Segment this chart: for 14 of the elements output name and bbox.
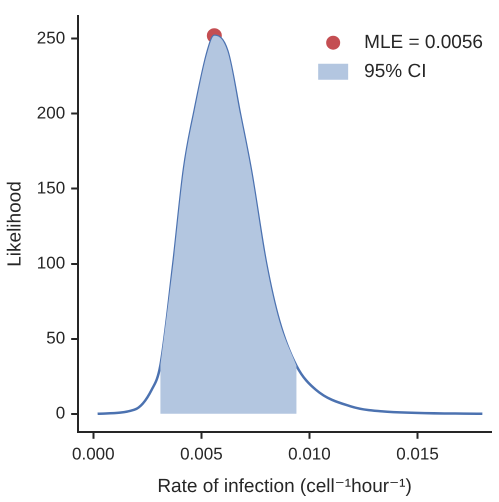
y-tick-label: 0 (56, 403, 66, 422)
legend-label: 95% CI (364, 60, 426, 82)
y-tick-label: 200 (36, 103, 66, 122)
x-axis-title: Rate of infection (cell⁻¹hour⁻¹) (157, 476, 412, 497)
legend-label: MLE = 0.0056 (364, 32, 484, 53)
y-tick-label: 250 (36, 28, 66, 48)
y-tick-label: 50 (46, 328, 66, 348)
x-tick-label: 0.000 (72, 444, 115, 464)
y-tick-label: 100 (36, 253, 66, 272)
x-tick-label: 0.010 (288, 444, 331, 464)
y-tick-label: 150 (36, 178, 66, 198)
x-tick-label: 0.005 (180, 444, 223, 464)
y-axis-title: Likelihood (4, 181, 26, 267)
x-tick-label: 0.015 (396, 444, 439, 464)
